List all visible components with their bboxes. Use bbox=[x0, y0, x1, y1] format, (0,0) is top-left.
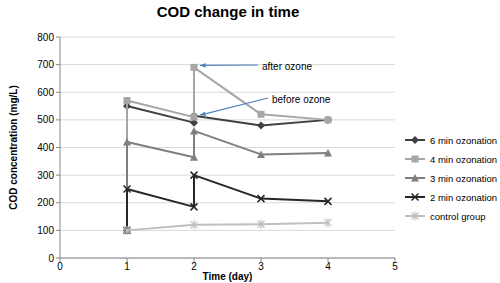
y-tick bbox=[56, 258, 60, 259]
point-marker bbox=[191, 64, 198, 71]
y-tick-label: 0 bbox=[48, 253, 54, 264]
y-tick bbox=[56, 92, 60, 93]
plot-area bbox=[123, 64, 332, 235]
y-tick bbox=[56, 175, 60, 176]
annotation-arrowhead bbox=[200, 111, 206, 116]
series-line bbox=[127, 175, 328, 230]
annotation: after ozone bbox=[262, 61, 312, 72]
grid-line bbox=[60, 37, 395, 38]
point-marker bbox=[324, 149, 332, 157]
y-tick bbox=[56, 37, 60, 38]
point-marker bbox=[257, 150, 265, 158]
x-tick-label: 2 bbox=[191, 261, 197, 272]
series-line bbox=[127, 131, 328, 230]
series-line bbox=[127, 223, 328, 231]
point-marker bbox=[258, 111, 265, 118]
legend-marker bbox=[411, 174, 419, 182]
y-tick-label: 100 bbox=[37, 225, 54, 236]
x-tick-label: 3 bbox=[258, 261, 264, 272]
legend-label: control group bbox=[430, 211, 485, 222]
point-marker bbox=[258, 220, 265, 229]
x-tick-label: 1 bbox=[124, 261, 130, 272]
x-tick-label: 4 bbox=[325, 261, 331, 272]
annotation-arrow bbox=[200, 98, 268, 115]
point-marker bbox=[124, 97, 131, 104]
point-marker bbox=[123, 138, 131, 146]
legend-label: 2 min ozonation bbox=[430, 192, 497, 203]
grid-line bbox=[60, 258, 395, 259]
legend: 6 min ozonation 4 min ozonation 3 min ozon… bbox=[405, 135, 497, 222]
y-tick-label: 300 bbox=[37, 170, 54, 181]
x-axis bbox=[60, 258, 395, 259]
x-tick-label: 5 bbox=[392, 261, 398, 272]
y-axis-label: COD concentration (mg/L) bbox=[8, 85, 19, 209]
point-marker bbox=[324, 116, 332, 124]
annotation-arrow bbox=[200, 64, 258, 66]
grid-line bbox=[60, 64, 395, 65]
y-tick-label: 500 bbox=[37, 114, 54, 125]
grid-line bbox=[60, 147, 395, 148]
chart: COD change in time 0 100 200 300 400 500 600 700… bbox=[0, 0, 500, 283]
y-tick bbox=[56, 202, 60, 203]
point-marker bbox=[258, 195, 265, 202]
y-axis bbox=[60, 37, 61, 258]
point-marker bbox=[190, 127, 198, 135]
grid-line bbox=[60, 230, 395, 231]
point-marker bbox=[325, 116, 332, 123]
y-tick-label: 600 bbox=[37, 87, 54, 98]
annotation-arrowhead bbox=[200, 63, 206, 68]
point-marker bbox=[191, 172, 198, 179]
y-tick bbox=[56, 119, 60, 120]
y-tick bbox=[56, 147, 60, 148]
point-marker bbox=[325, 218, 332, 227]
legend-marker bbox=[412, 212, 419, 221]
y-tick-label: 200 bbox=[37, 197, 54, 208]
grid-line bbox=[60, 202, 395, 203]
x-tick-label: 0 bbox=[57, 261, 63, 272]
title: COD change in time bbox=[157, 3, 300, 20]
legend-label: 3 min ozonation bbox=[430, 173, 497, 184]
point-marker bbox=[124, 226, 131, 235]
legend-marker bbox=[412, 194, 419, 201]
point-marker bbox=[257, 121, 265, 129]
point-marker bbox=[191, 220, 198, 229]
annotation: before ozone bbox=[272, 94, 331, 105]
y-tick-label: 800 bbox=[37, 32, 54, 43]
y-tick-label: 700 bbox=[37, 59, 54, 70]
series-line bbox=[127, 106, 328, 230]
legend-marker bbox=[411, 136, 419, 144]
y-tick bbox=[56, 64, 60, 65]
legend-label: 6 min ozonation bbox=[430, 135, 497, 146]
point-marker bbox=[190, 153, 198, 161]
series-line bbox=[127, 67, 328, 230]
point-marker bbox=[124, 185, 131, 192]
legend-label: 4 min ozonation bbox=[430, 154, 497, 165]
point-marker bbox=[325, 198, 332, 205]
y-tick-label: 400 bbox=[37, 142, 54, 153]
point-marker bbox=[191, 114, 198, 121]
point-marker bbox=[191, 203, 198, 210]
y-tick bbox=[56, 230, 60, 231]
legend-marker bbox=[412, 156, 419, 163]
x-axis-label: Time (day) bbox=[203, 271, 253, 282]
grid-line bbox=[60, 175, 395, 176]
